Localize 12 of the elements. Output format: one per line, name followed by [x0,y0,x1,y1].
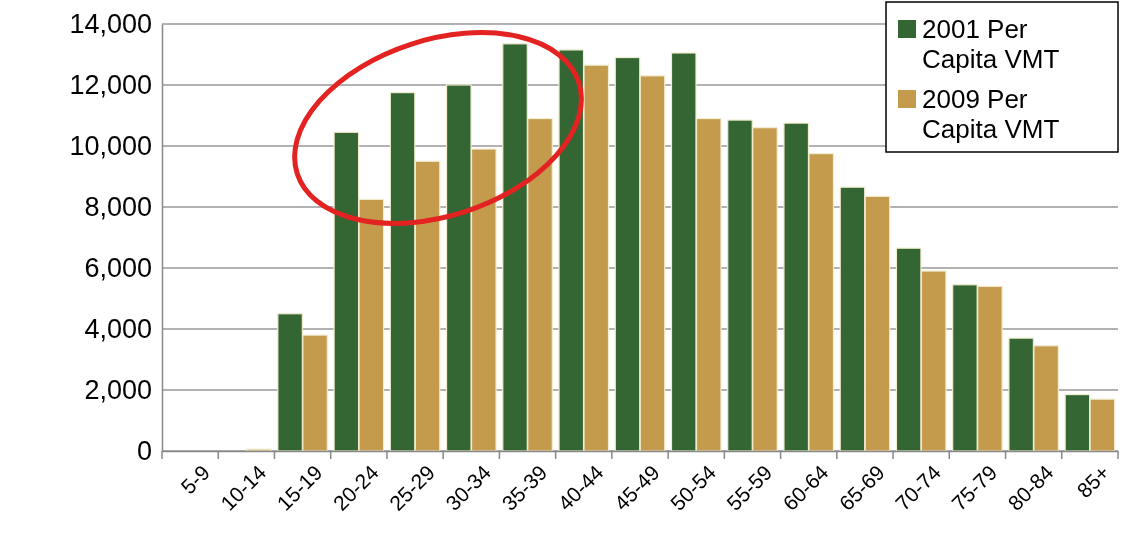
y-tick-label: 12,000 [69,70,152,101]
legend-label: 2001 Per Capita VMT [922,14,1060,74]
y-tick-label: 14,000 [69,9,152,40]
x-tick-label: 5-9 [176,460,215,499]
y-tick-label: 10,000 [69,131,152,162]
legend-label: 2009 Per Capita VMT [922,84,1060,144]
y-tick-label: 0 [136,436,152,467]
y-tick-label: 6,000 [84,253,152,284]
x-tick-label: 85+ [1072,460,1114,503]
y-tick-label: 2,000 [84,375,152,406]
y-tick-label: 8,000 [84,192,152,223]
y-tick-label: 4,000 [84,314,152,345]
